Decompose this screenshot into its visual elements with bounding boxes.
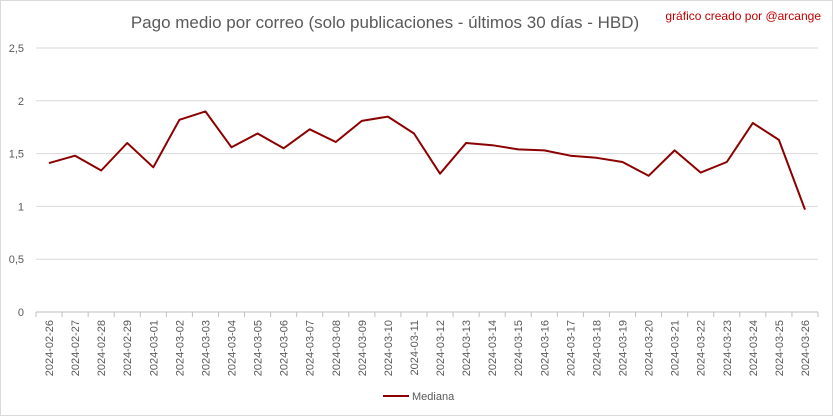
x-tick-label: 2024-03-17 (565, 320, 577, 376)
x-tick-label: 2024-03-24 (748, 320, 760, 376)
x-tick-label: 2024-03-16 (539, 320, 551, 376)
y-tick-label: 2,5 (9, 43, 24, 55)
series-line-mediana (48, 110, 806, 210)
x-tick-label: 2024-03-22 (696, 320, 708, 376)
x-tick-label: 2024-02-29 (122, 320, 134, 376)
x-tick-label: 2024-03-20 (644, 320, 656, 376)
x-tick-label: 2024-03-23 (722, 320, 734, 376)
x-tick-label: 2024-03-10 (383, 320, 395, 376)
x-tick-label: 2024-03-05 (253, 320, 265, 376)
x-tick-label: 2024-03-02 (174, 320, 186, 376)
x-tick-label: 2024-03-12 (435, 320, 447, 376)
x-tick-label: 2024-03-26 (800, 320, 812, 376)
x-tick-label: 2024-03-13 (461, 320, 473, 376)
x-tick-label: 2024-03-04 (227, 320, 239, 376)
chart-credit: gráfico creado por @arcange (665, 9, 821, 23)
x-tick-label: 2024-03-14 (487, 320, 499, 376)
x-tick-label: 2024-03-19 (618, 320, 630, 376)
x-tick-label: 2024-03-21 (670, 320, 682, 376)
x-tick-label: 2024-03-11 (409, 320, 421, 375)
x-tick-label: 2024-02-27 (70, 320, 82, 376)
y-tick-label: 2 (18, 96, 24, 108)
x-tick-label: 2024-02-28 (96, 320, 108, 376)
x-tick-label: 2024-03-18 (591, 320, 603, 376)
chart-title: Pago medio por correo (solo publicacione… (130, 13, 640, 32)
gridlines (36, 47, 818, 313)
y-tick-label: 1,5 (9, 149, 24, 161)
series-group (48, 110, 806, 210)
x-axis-ticks: 2024-02-26 2024-02-27 2024-02-28 2024-02-29… (35, 312, 819, 376)
x-tick-label: 2024-03-01 (148, 320, 160, 376)
legend: Mediana (383, 391, 455, 403)
x-tick-label: 2024-02-26 (44, 320, 56, 376)
x-tick-label: 2024-03-15 (513, 320, 525, 376)
x-tick-label: 2024-03-06 (279, 320, 291, 376)
x-tick-label: 2024-03-08 (331, 320, 343, 376)
x-tick-label: 2024-03-25 (774, 320, 786, 376)
y-tick-label: 0 (18, 307, 24, 319)
y-tick-label: 0,5 (9, 254, 24, 266)
legend-label: Mediana (412, 391, 455, 403)
y-tick-label: 1 (18, 201, 24, 213)
x-tick-label: 2024-03-03 (200, 320, 212, 376)
x-tick-label: 2024-03-09 (357, 320, 369, 376)
y-axis-ticks: 0 0,5 1 1,5 2 2,5 (9, 43, 24, 319)
x-tick-label: 2024-03-07 (305, 320, 317, 376)
